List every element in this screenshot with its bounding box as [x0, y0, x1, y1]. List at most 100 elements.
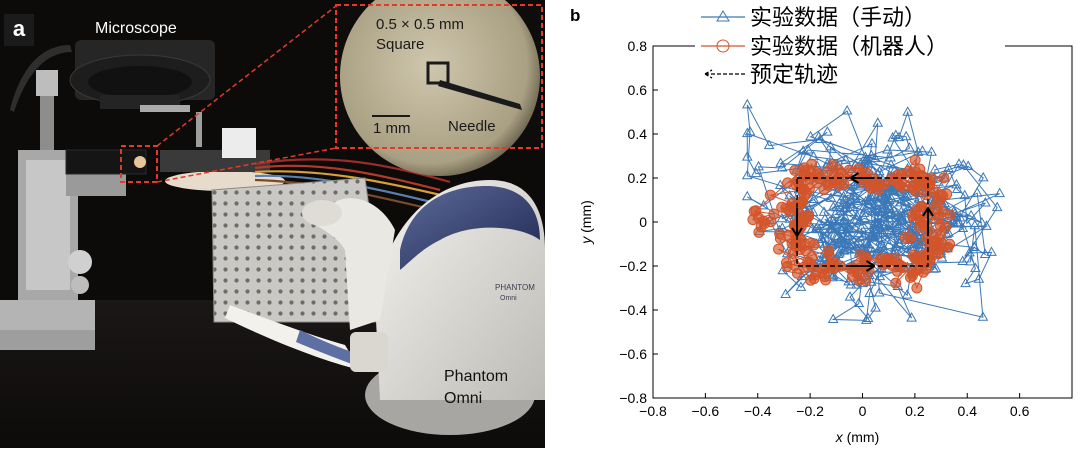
robot-point [827, 158, 839, 170]
manual-point [853, 236, 865, 246]
manual-point [827, 313, 839, 324]
manual-point [780, 288, 791, 299]
manual-point [831, 186, 843, 196]
x-tick-label: 0 [859, 403, 867, 419]
manual-point [874, 270, 886, 281]
manual-point [957, 255, 969, 265]
manual-point [838, 244, 849, 255]
legend-robot-marker [716, 39, 730, 53]
manual-point [906, 312, 917, 322]
robot-point [790, 178, 802, 190]
manual-point [758, 199, 769, 210]
manual-point [842, 230, 853, 240]
manual-point [851, 213, 862, 224]
panel-b-letter: b [570, 6, 581, 25]
robot-point [911, 282, 923, 294]
panel-b-chart: b −0.8 −0.6 −0.4 −0.2 0 0.2 0.4 0.6 −0.8 −0.6 −0.4… [545, 0, 1080, 463]
manual-point [971, 187, 983, 197]
manual-point [962, 160, 974, 170]
robot-point [823, 244, 835, 256]
manual-point [943, 162, 954, 173]
robot-point [860, 275, 872, 287]
manual-point [838, 194, 850, 204]
x-axis-label: x (mm) [835, 429, 880, 445]
x-tick-label: −0.2 [796, 403, 824, 419]
manual-point [870, 302, 881, 312]
manual-point [872, 117, 884, 127]
manual-point [826, 223, 838, 234]
manual-point [860, 314, 872, 324]
manual-point [868, 191, 880, 202]
x-tick-label: 0.4 [958, 403, 978, 419]
manual-point [776, 161, 788, 172]
robot-point [753, 226, 765, 238]
manual-point [901, 289, 913, 299]
manual-point [898, 207, 910, 218]
manual-point [869, 152, 881, 163]
manual-point [873, 286, 885, 297]
robot-point [916, 200, 928, 212]
manual-point [741, 151, 753, 161]
manual-point [900, 130, 912, 141]
manual-point [844, 291, 856, 301]
robot-point [811, 167, 823, 179]
y-tick-label: −0.2 [619, 258, 647, 274]
legend-manual-marker [716, 10, 730, 22]
robot-point [759, 218, 771, 230]
manual-point [991, 201, 1003, 212]
manual-point [879, 192, 890, 202]
manual-point [906, 222, 918, 233]
manual-point [821, 228, 833, 239]
manual-point [973, 273, 985, 283]
manual-point [905, 238, 917, 249]
manual-point [884, 209, 896, 219]
robot-point [799, 162, 811, 174]
manual-point [928, 263, 940, 273]
manual-point [869, 217, 880, 227]
device-model-text: Omni [500, 295, 517, 302]
manual-point [763, 139, 775, 150]
micrometer-stage [0, 70, 126, 350]
manual-point [961, 217, 973, 227]
robot-point [938, 172, 950, 184]
manual-point [871, 218, 883, 228]
manual-point [776, 212, 788, 223]
manual-point [825, 192, 837, 202]
manual-point [741, 98, 753, 109]
manual-point [980, 196, 991, 207]
manual-point [862, 238, 874, 249]
robot-point [802, 256, 814, 268]
manual-point [753, 160, 764, 171]
manual-point [878, 211, 890, 222]
manual-point [969, 219, 981, 230]
manual-point [840, 202, 852, 212]
robot-point [907, 180, 919, 192]
robot-point [773, 243, 785, 255]
robot-point [915, 215, 927, 227]
manual-point [902, 190, 913, 200]
manual-point [890, 129, 902, 139]
manual-point [836, 233, 848, 244]
manual-point [968, 241, 980, 251]
robot-point [906, 267, 918, 279]
manual-point [867, 205, 878, 216]
manual-point [903, 201, 915, 212]
panel-a-photo: PHANTOM Omni a Microscope 0.5 × 0.5 mm S… [0, 0, 545, 448]
manual-point [838, 190, 849, 201]
manual-point [816, 233, 827, 243]
microscope-inset [335, 0, 543, 176]
manual-point [797, 145, 809, 155]
manual-point [868, 206, 880, 216]
y-tick-label: 0.2 [628, 170, 648, 186]
y-tick-label: −0.6 [619, 346, 647, 362]
manual-point [862, 158, 874, 168]
robot-point [940, 221, 952, 233]
manual-point [887, 131, 899, 142]
manual-point [839, 211, 851, 222]
manual-point [840, 154, 851, 164]
manual-point [859, 157, 871, 167]
manual-point [894, 196, 906, 207]
panel-a-letter: a [4, 14, 34, 46]
robot-point [774, 232, 786, 244]
robot-point [818, 184, 830, 196]
